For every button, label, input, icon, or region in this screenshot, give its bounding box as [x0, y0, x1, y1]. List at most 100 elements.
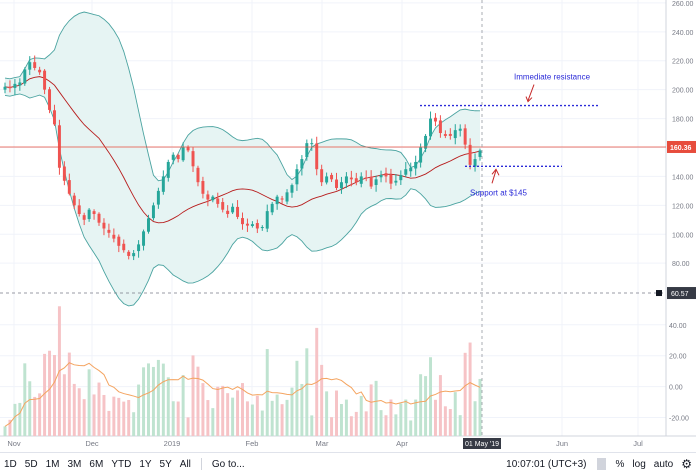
volume-bar: [255, 395, 259, 436]
support-arrow-icon: [491, 170, 497, 184]
candle-body: [394, 180, 398, 183]
volume-bar: [8, 419, 12, 436]
volume-bar: [359, 395, 363, 436]
price-chart-svg[interactable]: 260.00240.00220.00200.00180.00160.00140.…: [0, 0, 696, 452]
volume-bar: [137, 384, 141, 436]
price-tick-label: 260.00: [672, 1, 694, 8]
candle-body: [191, 151, 195, 167]
candle-body: [122, 243, 126, 251]
candle-body: [379, 174, 383, 178]
candle-body: [8, 86, 12, 89]
volume-bar: [300, 383, 304, 436]
volume-bar: [236, 390, 240, 436]
volume-bar: [43, 353, 47, 436]
crosshair-value-label: 60.57: [671, 291, 689, 298]
cursor-date-label: 01 May '19: [465, 441, 499, 448]
volume-bar: [260, 410, 264, 436]
volume-bar: [102, 394, 106, 436]
candle-body: [102, 222, 106, 229]
candle-body: [62, 166, 66, 181]
log-scale-toggle[interactable]: log: [632, 458, 646, 470]
timeframe-5y[interactable]: 5Y: [159, 458, 172, 470]
volume-bar: [310, 415, 314, 436]
candle-body: [468, 144, 472, 165]
volume-bar: [468, 342, 472, 436]
candle-body: [33, 62, 37, 68]
resistance-arrowhead-icon: [525, 96, 533, 103]
volume-bar: [438, 375, 442, 436]
support-label: Support at $145: [470, 188, 527, 197]
candle-body: [72, 195, 76, 206]
volume-bar: [156, 359, 160, 436]
candle-body: [339, 182, 343, 189]
volume-bar: [206, 400, 210, 436]
candle-body: [57, 125, 61, 168]
candle-body: [424, 135, 428, 149]
candle-body: [305, 143, 309, 158]
volume-bar: [349, 416, 353, 436]
volume-bar: [330, 417, 334, 436]
volume-bar: [285, 399, 289, 436]
candle-body: [28, 62, 32, 70]
volume-bar: [201, 383, 205, 436]
volume-bar: [28, 381, 32, 436]
gear-icon[interactable]: ⚙: [681, 457, 692, 471]
candle-body: [201, 181, 205, 194]
candle-body: [231, 206, 235, 213]
candle-body: [221, 202, 225, 210]
candle-body: [280, 198, 284, 200]
candle-body: [142, 231, 146, 246]
candle-body: [13, 83, 17, 88]
auto-scale-toggle[interactable]: auto: [653, 458, 674, 470]
timeframe-5d[interactable]: 5D: [24, 458, 38, 470]
volume-bar: [216, 386, 220, 436]
resistance-arrow-icon: [527, 84, 535, 101]
timeframe-1m[interactable]: 1M: [45, 458, 60, 470]
time-axis-label: Nov: [7, 439, 21, 448]
volume-bar: [72, 383, 76, 436]
volume-bar: [320, 364, 324, 436]
volume-bar: [161, 363, 165, 436]
price-tick-label: 80.00: [672, 261, 690, 268]
candle-body: [117, 236, 121, 246]
volume-bar: [463, 352, 467, 436]
timeframe-6m[interactable]: 6M: [89, 458, 104, 470]
timeframe-ytd[interactable]: YTD: [111, 458, 132, 470]
volume-bar: [453, 392, 457, 436]
volume-tick-label: 40.00: [669, 323, 687, 330]
volume-bar: [191, 355, 195, 436]
time-axis-label: Mar: [316, 439, 329, 448]
candle-body: [335, 179, 338, 188]
candle-body: [409, 167, 413, 172]
volume-bar: [364, 411, 368, 436]
candle-body: [107, 229, 111, 233]
candle-body: [241, 218, 244, 225]
price-tick-label: 200.00: [672, 88, 694, 95]
percent-scale-toggle[interactable]: %: [615, 458, 625, 470]
volume-bar: [176, 401, 180, 436]
plus-icon: [656, 290, 662, 297]
candle-body: [23, 69, 27, 84]
timeframe-all[interactable]: All: [179, 458, 191, 470]
volume-bar: [335, 390, 338, 436]
candle-body: [43, 70, 47, 90]
candle-body: [161, 176, 165, 192]
candle-body: [127, 251, 131, 256]
timeframe-1d[interactable]: 1D: [4, 458, 17, 470]
goto-date-button[interactable]: Go to...: [211, 458, 245, 470]
volume-bar: [52, 355, 56, 436]
volume-tick-label: 20.00: [669, 354, 687, 361]
candle-body: [48, 89, 52, 110]
candle-body: [147, 218, 150, 232]
candle-body: [275, 196, 279, 205]
volume-bar: [339, 404, 343, 436]
candle-body: [438, 120, 442, 134]
timeframe-1y[interactable]: 1Y: [139, 458, 152, 470]
volume-bar: [117, 397, 121, 436]
volume-bar: [250, 404, 254, 436]
timeframe-3m[interactable]: 3M: [67, 458, 82, 470]
cursor-date-tag: [463, 438, 501, 449]
volume-bar: [374, 380, 378, 436]
volume-bar: [443, 406, 447, 436]
